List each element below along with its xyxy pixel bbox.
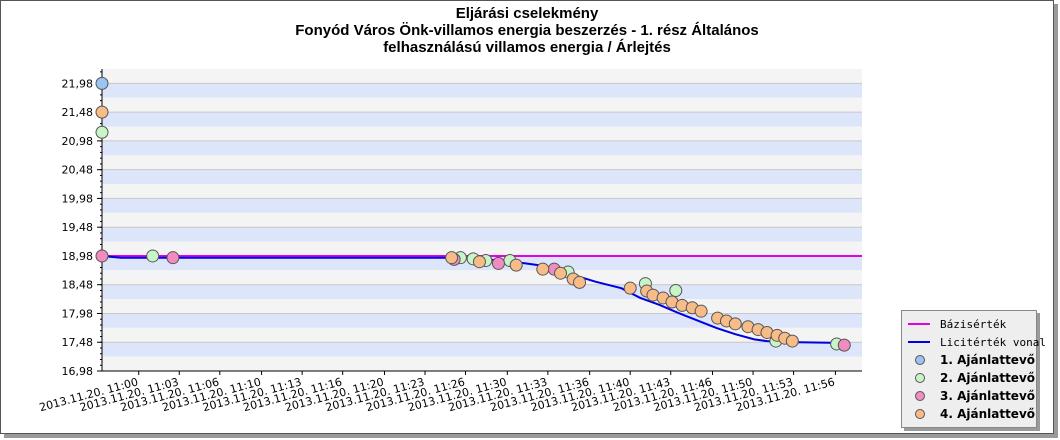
bid-point-bidder-4 <box>623 281 637 295</box>
bid-point-bidder-1 <box>95 76 109 90</box>
plot-band <box>102 112 862 127</box>
title-line-2: Fonyód Város Önk-villamos energia beszer… <box>295 22 759 39</box>
legend-swatch-bidder-3 <box>915 391 925 401</box>
plot-band <box>102 69 862 84</box>
legend-label-bidder-4: 4. Ajánlattevő <box>940 407 1036 421</box>
bid-point-bidder-3 <box>491 256 505 270</box>
legend-swatch-bidder-2 <box>915 373 925 383</box>
plot-band <box>102 313 862 328</box>
bid-point-bidder-4 <box>509 258 523 272</box>
bid-point-bidder-2 <box>669 283 683 297</box>
bid-point-bidder-4 <box>536 262 550 276</box>
plot-band <box>102 169 862 185</box>
legend-label-bidder-1: 1. Ajánlattevő <box>940 353 1036 367</box>
bid-point-bidder-3 <box>166 251 180 265</box>
title-line-1: Eljárási cselekmény <box>455 5 599 22</box>
bid-point-bidder-2 <box>146 249 160 263</box>
plot-band <box>102 97 862 113</box>
y-tick-label: 18,48 <box>62 279 94 292</box>
plot-band <box>102 184 862 199</box>
legend-item-bidder-3: 3. Ajánlattevő <box>908 387 1035 405</box>
legend-item-bazis: Bázisérték <box>908 315 1006 333</box>
legend-item-bidder-1: 1. Ajánlattevő <box>908 351 1035 369</box>
bid-point-bidder-2 <box>95 125 109 139</box>
legend-item-bidder-4: 4. Ajánlattevő <box>908 405 1035 423</box>
bid-point-bidder-4 <box>785 334 799 348</box>
chart-plot: 21,98 21,48 20,98 20,48 19,98 19,48 18,98 18,48… <box>38 69 862 414</box>
legend-label-bazis: Bázisérték <box>940 317 1007 331</box>
plot-band <box>102 241 862 256</box>
legend-label-bidder-2: 2. Ajánlattevő <box>940 371 1036 385</box>
legend-item-licit: Licitérték vonal <box>908 333 1046 351</box>
y-tick-label: 19,48 <box>62 221 94 234</box>
y-tick-label: 18,98 <box>62 250 94 263</box>
bid-point-bidder-3 <box>95 249 109 263</box>
bid-point-bidder-4 <box>472 255 486 269</box>
y-tick-label: 17,98 <box>62 307 94 320</box>
chart-legend: Bázisérték Licitérték vonal 1. Ajánlatte… <box>901 310 1046 428</box>
y-tick-label: 20,98 <box>62 135 94 148</box>
y-tick-label: 21,48 <box>62 106 94 119</box>
legend-swatch-bidder-4 <box>915 409 925 419</box>
legend-label-bidder-3: 3. Ajánlattevő <box>940 389 1036 403</box>
plot-band <box>102 198 862 213</box>
y-tick-label: 19,98 <box>62 192 94 205</box>
plot-band <box>102 227 862 242</box>
y-tick-label: 16,98 <box>62 365 94 378</box>
plot-band <box>102 342 862 357</box>
bid-point-bidder-4 <box>95 105 109 119</box>
plot-band <box>102 126 862 141</box>
bid-point-bidder-4 <box>728 317 742 331</box>
legend-swatch-licit <box>908 341 930 343</box>
bid-point-bidder-4 <box>554 266 568 280</box>
plot-band <box>102 155 862 170</box>
bid-point-bidder-4 <box>573 275 587 289</box>
legend-swatch-bidder-1 <box>915 355 925 365</box>
plot-band <box>102 356 862 371</box>
plot-band <box>102 284 862 300</box>
y-tick-label: 17,48 <box>62 336 94 349</box>
chart-title: Eljárási cselekmény Fonyód Város Önk-vil… <box>1 5 1053 56</box>
legend-label-licit: Licitérték vonal <box>940 335 1046 349</box>
plot-band <box>102 140 862 156</box>
bid-point-bidder-4 <box>445 251 459 265</box>
plot-band <box>102 212 862 228</box>
plot-band <box>102 83 862 98</box>
y-tick-label: 21,98 <box>62 77 94 90</box>
bid-point-bidder-4 <box>694 304 708 318</box>
y-tick-label: 20,48 <box>62 164 94 177</box>
title-line-3: felhasználású villamos energia / Árlejté… <box>383 39 671 56</box>
plot-band <box>102 327 862 343</box>
plot-band <box>102 299 862 314</box>
licit-line <box>101 255 841 345</box>
bid-point-bidder-3 <box>837 338 851 352</box>
legend-swatch-bazis <box>908 323 930 325</box>
plot-band <box>102 270 862 285</box>
legend-item-bidder-2: 2. Ajánlattevő <box>908 369 1035 387</box>
